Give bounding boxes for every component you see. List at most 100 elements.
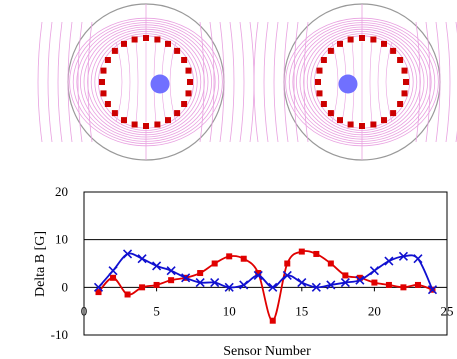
data-point-square <box>298 248 305 255</box>
sensor-marker <box>359 123 365 129</box>
data-point-x <box>210 278 220 288</box>
field-line <box>87 21 93 143</box>
data-point-square <box>153 281 160 288</box>
field-line <box>47 21 53 143</box>
sensor-marker <box>316 90 323 97</box>
sensor-marker <box>390 110 397 117</box>
sensor-marker <box>181 101 188 107</box>
x-tick-label: 5 <box>153 303 160 318</box>
data-point-x <box>224 282 234 292</box>
field-line <box>435 21 441 143</box>
sensor-marker <box>131 121 138 128</box>
sensor-marker <box>320 57 327 63</box>
x-axis-label: Sensor Number <box>223 344 311 359</box>
sensor-marker <box>104 57 111 63</box>
sensor-marker <box>121 40 127 47</box>
data-point-x <box>282 270 292 280</box>
data-point-x <box>340 278 350 288</box>
plot-area: -10 0 10 20 0 5 10 15 20 25 Sensor Number Delta … <box>33 184 454 359</box>
x-tick-label: 0 <box>81 303 88 318</box>
data-point-x <box>181 273 191 283</box>
sensor-marker <box>315 79 321 85</box>
sensor-marker <box>131 36 138 43</box>
x-tick-label: 10 <box>223 303 236 318</box>
field-line <box>67 21 73 143</box>
data-point-square <box>284 260 291 267</box>
sensor-marker <box>401 67 408 74</box>
data-point-square <box>124 291 131 298</box>
x-tick-label: 15 <box>295 303 308 318</box>
sensor-marker <box>143 35 149 41</box>
plot-frame <box>83 191 448 336</box>
sensor-marker <box>111 47 118 54</box>
data-point-x <box>166 266 176 276</box>
data-point-square <box>371 279 378 286</box>
sensor-marker <box>111 110 118 117</box>
sensor-marker <box>390 47 397 54</box>
data-point-x <box>427 285 438 295</box>
sensor-marker <box>347 121 354 128</box>
field-line <box>37 21 43 143</box>
field-line <box>239 21 245 143</box>
x-axis-ticks: 0 5 10 15 20 25 <box>81 287 454 318</box>
sensor-marker <box>181 57 188 63</box>
data-point-x <box>369 266 379 276</box>
field-line <box>425 21 431 143</box>
field-line <box>331 41 339 123</box>
data-point-square <box>313 250 320 257</box>
field-line <box>219 21 225 143</box>
field-line <box>445 21 451 143</box>
field-line <box>303 21 309 143</box>
data-point-x <box>413 254 423 264</box>
field-line <box>273 21 279 143</box>
sensor-marker <box>337 117 343 124</box>
data-point-square <box>269 317 276 324</box>
data-point-x <box>355 275 365 285</box>
series-layer <box>93 248 438 324</box>
field-line <box>125 41 131 123</box>
field-line <box>249 21 255 143</box>
y-tick-label: -10 <box>51 327 68 342</box>
field-diagram-right <box>253 3 457 161</box>
sensor-marker <box>100 67 107 74</box>
sensor-marker <box>381 117 387 124</box>
data-point-square <box>327 260 334 267</box>
probe-disc <box>338 74 358 94</box>
sensor-marker <box>104 101 111 107</box>
field-line <box>135 41 139 123</box>
data-point-square <box>95 289 102 296</box>
sensor-marker <box>370 36 377 43</box>
data-point-square <box>226 253 233 260</box>
sensor-marker <box>397 101 404 107</box>
x-tick-label: 20 <box>368 303 381 318</box>
field-line <box>253 21 259 143</box>
data-point-square <box>197 270 204 277</box>
field-line <box>199 21 205 143</box>
data-point-square <box>414 281 421 288</box>
data-point-x <box>122 249 133 259</box>
sensor-marker <box>359 35 365 41</box>
data-point-x <box>326 280 336 290</box>
probe-disc <box>150 74 170 94</box>
sensor-marker <box>370 121 377 128</box>
sensor-marker <box>320 101 327 107</box>
sensor-marker <box>165 117 171 124</box>
sensor-marker <box>401 90 408 97</box>
field-line <box>77 21 83 143</box>
sensor-marker <box>99 79 105 85</box>
data-point-x <box>311 282 321 292</box>
field-line <box>369 41 373 123</box>
sensor-marker <box>121 117 127 124</box>
data-point-square <box>110 274 117 281</box>
data-point-x <box>253 270 263 280</box>
sensor-marker <box>327 47 334 54</box>
sensor-marker <box>403 79 409 85</box>
data-point-x <box>108 266 118 276</box>
field-line <box>293 21 299 143</box>
data-point-square <box>240 255 247 262</box>
sensor-marker <box>143 123 149 129</box>
data-point-x <box>297 278 307 288</box>
field-line <box>209 21 215 143</box>
data-point-x <box>384 256 394 266</box>
sensor-marker <box>316 67 323 74</box>
